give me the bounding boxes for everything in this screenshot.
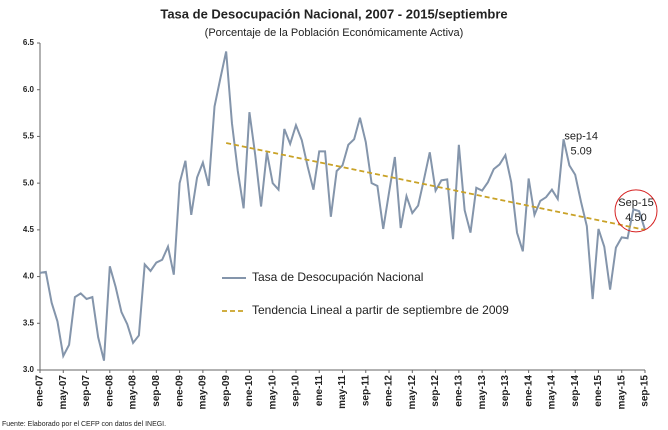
- x-tick-label: sep-09: [221, 375, 232, 407]
- x-tick-label: ene-15: [593, 375, 604, 407]
- y-tick-label: 3.0: [23, 365, 35, 374]
- source-note: Fuente: Elaborado por el CEFP con datos …: [2, 421, 166, 428]
- x-tick-label: may-08: [128, 375, 139, 410]
- x-tick-label: ene-12: [384, 375, 395, 407]
- annotation-value: 5.09: [570, 146, 591, 158]
- x-tick-label: ene-13: [453, 375, 464, 407]
- x-tick-label: sep-11: [360, 375, 371, 407]
- x-tick-label: sep-12: [430, 375, 441, 407]
- x-tick-label: ene-10: [244, 375, 255, 407]
- data-line: [39, 51, 646, 361]
- x-tick-label: ene-07: [35, 375, 46, 407]
- x-tick-label: may-07: [58, 375, 69, 410]
- x-tick-label: sep-14: [570, 375, 581, 407]
- x-tick-label: sep-08: [151, 375, 162, 407]
- annotation-label: Sep-15: [618, 197, 653, 209]
- x-tick-label: ene-08: [104, 375, 115, 407]
- legend-label: Tasa de Desocupación Nacional: [252, 270, 423, 284]
- x-tick-label: may-14: [547, 375, 558, 410]
- y-tick-label: 4.5: [23, 225, 35, 234]
- x-tick-label: may-12: [407, 375, 418, 410]
- annotation-value: 4.50: [625, 212, 646, 224]
- legend-label: Tendencia Lineal a partir de septiembre …: [252, 303, 509, 317]
- y-tick-label: 3.5: [23, 318, 35, 327]
- x-tick-label: ene-09: [174, 375, 185, 407]
- x-tick-label: sep-13: [500, 375, 511, 407]
- x-tick-label: sep-15: [640, 375, 651, 407]
- x-tick-label: may-09: [198, 375, 209, 410]
- y-tick-label: 5.0: [23, 178, 35, 187]
- x-tick-label: may-15: [616, 375, 627, 410]
- x-tick-label: may-10: [267, 375, 278, 410]
- chart-title: Tasa de Desocupación Nacional, 2007 - 20…: [160, 6, 507, 21]
- y-tick-label: 6.5: [23, 38, 35, 47]
- x-tick-label: ene-11: [314, 375, 325, 407]
- trend-line: [225, 142, 646, 231]
- x-tick-label: sep-07: [81, 375, 92, 407]
- y-tick-label: 5.5: [23, 132, 35, 141]
- chart-subtitle: (Porcentaje de la Población Económicamen…: [205, 27, 464, 39]
- x-tick-label: may-13: [477, 375, 488, 410]
- x-tick-label: may-11: [337, 375, 348, 409]
- x-tick-label: sep-10: [291, 375, 302, 407]
- y-tick-label: 6.0: [23, 85, 35, 94]
- annotation-label: sep-14: [564, 131, 598, 143]
- x-tick-label: ene-14: [523, 375, 534, 407]
- y-tick-label: 4.0: [23, 272, 35, 281]
- highlight-circle: [614, 189, 658, 233]
